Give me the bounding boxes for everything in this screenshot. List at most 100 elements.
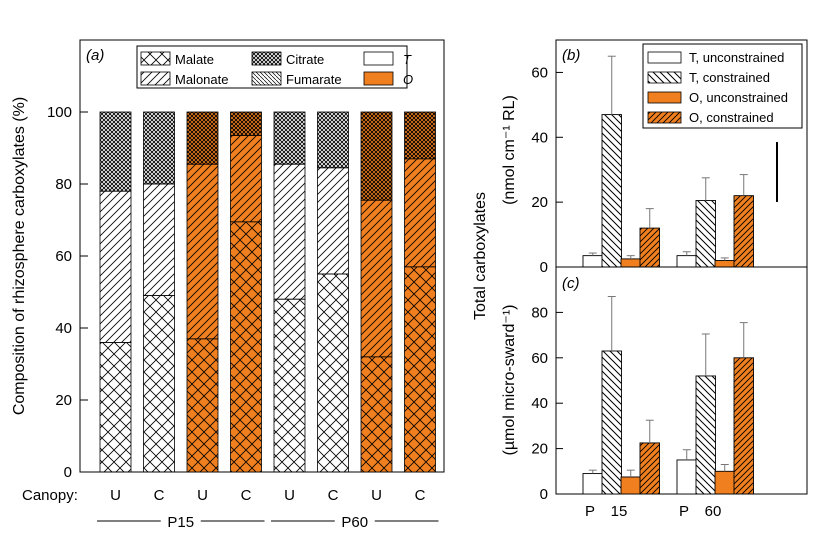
panel-b-y-axis: 0 20 40 60 <box>531 64 563 276</box>
panel-ytick-label: 0 <box>540 486 548 503</box>
panel-c-ylabel: (µmol micro-sward⁻¹) <box>501 305 518 456</box>
panel-a-xtick-label: U <box>197 487 208 504</box>
bar-malate <box>404 266 436 473</box>
bar-o-constrained <box>639 227 660 268</box>
bar-malate <box>360 356 393 473</box>
panel-ytick-label: 80 <box>531 304 548 321</box>
panel-a-legend: Malate Citrate T Malonate Fumarate O <box>136 45 413 89</box>
legend-swatch-o-constrained <box>647 111 682 124</box>
bar-bg-o-unconstrained <box>715 260 735 267</box>
bar-citrate <box>230 111 262 136</box>
panel-b-bars <box>582 55 754 268</box>
panel-c-x-prefix: P <box>585 503 595 520</box>
panel-ytick-label: 60 <box>531 64 548 81</box>
legend-label-t-constrained: T, constrained <box>689 70 770 85</box>
panel-ytick-label: 20 <box>531 441 548 458</box>
legend-swatch-t-constrained <box>647 71 682 84</box>
bar-citrate <box>360 111 393 201</box>
bar-t-constrained <box>601 350 622 495</box>
bar-citrate <box>99 111 132 192</box>
panel-a-ytick-label: 60 <box>55 248 72 265</box>
legend-swatch-citrate <box>251 51 282 66</box>
panel-a-xtick-label: C <box>154 487 165 504</box>
legend-swatch-malate <box>140 51 171 66</box>
panel-c-label: (c) <box>562 275 580 292</box>
panel-a-ytick-label: 40 <box>55 320 72 337</box>
bar-malonate <box>360 199 393 358</box>
panel-a-xtick-label: C <box>241 487 252 504</box>
legend-swatch-o <box>363 71 394 86</box>
bar-malate <box>230 221 262 473</box>
panel-a-xtick-label: U <box>110 487 121 504</box>
bar-bg-o-unconstrained <box>715 471 735 494</box>
legend-label-malonate: Malonate <box>175 72 228 87</box>
panel-c-xtick-label: 60 <box>705 503 722 520</box>
panel-c-bars <box>582 296 754 495</box>
group-label: P15 <box>167 514 194 531</box>
legend-swatch-o-unconstrained <box>647 91 682 104</box>
bar-bg-t-unconstrained <box>677 255 697 267</box>
panel-c-y-axis: 0 20 40 60 80 <box>531 304 563 503</box>
group-label: P60 <box>341 514 368 531</box>
panel-b-legend: T, unconstrained T, constrained O, unconst… <box>642 43 803 129</box>
legend-swatch-malonate <box>140 71 171 86</box>
bar-malonate <box>317 167 349 275</box>
legend-swatch-t-unconstrained <box>647 51 682 64</box>
panel-ytick-label: 40 <box>531 395 548 412</box>
panel-a-ytick-label: 20 <box>55 392 72 409</box>
bar-malonate <box>404 158 436 268</box>
bar-bg-t-unconstrained <box>583 473 603 494</box>
bar-malate <box>317 273 349 473</box>
panel-a-ytick-label: 0 <box>64 464 72 481</box>
legend-swatch-bg-t-unconstrained <box>648 52 681 63</box>
bar-citrate <box>143 111 175 185</box>
bar-t-constrained <box>695 375 716 495</box>
panel-a-label: (a) <box>86 47 104 64</box>
panel-ytick-label: 40 <box>531 129 548 146</box>
panel-c-xtick-label: 15 <box>611 503 628 520</box>
bar-citrate <box>404 111 436 160</box>
legend-label-fumarate: Fumarate <box>286 72 342 87</box>
panel-b-ylabel-2: (nmol cm⁻¹ RL) <box>501 95 518 205</box>
bar-bg-t-unconstrained <box>677 459 697 494</box>
panel-a-xtick-label: U <box>371 487 382 504</box>
bar-citrate <box>186 111 219 165</box>
panel-a-ytick-label: 100 <box>47 104 72 121</box>
legend-swatch-fumarate <box>251 71 282 86</box>
legend-label-o-constrained: O, constrained <box>689 110 774 125</box>
bar-malate <box>273 298 306 473</box>
bar-malate <box>186 338 219 473</box>
panel-c-x-axis: P 15 P 60 <box>585 503 721 520</box>
bar-malonate <box>99 190 132 343</box>
panel-a-bars <box>99 111 436 473</box>
bar-o-constrained <box>733 195 754 268</box>
panel-a-xtick-label: U <box>284 487 295 504</box>
legend-label-citrate: Citrate <box>286 52 324 67</box>
panel-c-x-prefix: P <box>679 503 689 520</box>
bar-t-constrained <box>695 200 716 268</box>
bar-malate <box>143 295 175 473</box>
panel-a-ylabel: Composition of rhizosphere carboxylates … <box>11 97 28 415</box>
panel-c: (c) (µmol micro-sward⁻¹) 0 20 40 60 80 P 15 P 6… <box>501 266 808 520</box>
bar-bg-t-unconstrained <box>583 255 603 267</box>
bar-bg-o-unconstrained <box>621 258 641 267</box>
panel-ytick-label: 20 <box>531 194 548 211</box>
legend-label-o-unconstrained: O, unconstrained <box>689 90 788 105</box>
bar-citrate <box>273 111 306 165</box>
panel-a-y-axis: 0 20 40 60 80 100 <box>47 104 88 481</box>
panel-a-ytick-label: 80 <box>55 176 72 193</box>
bar-t-constrained <box>601 114 622 268</box>
legend-label-t: T <box>403 52 412 67</box>
legend-swatch-t <box>363 51 394 66</box>
panel-b-ylabel-1: Total carboxylates <box>472 192 489 320</box>
bar-o-constrained <box>733 357 754 495</box>
bar-malate <box>99 341 132 473</box>
legend-label-t-unconstrained: T, unconstrained <box>689 50 784 65</box>
panel-a: (a) Composition of rhizosphere carboxyla… <box>11 39 445 531</box>
bar-malonate <box>273 163 306 300</box>
bar-malonate <box>186 163 219 340</box>
bar-bg-o-unconstrained <box>621 476 641 494</box>
legend-label-o: O <box>403 72 413 87</box>
